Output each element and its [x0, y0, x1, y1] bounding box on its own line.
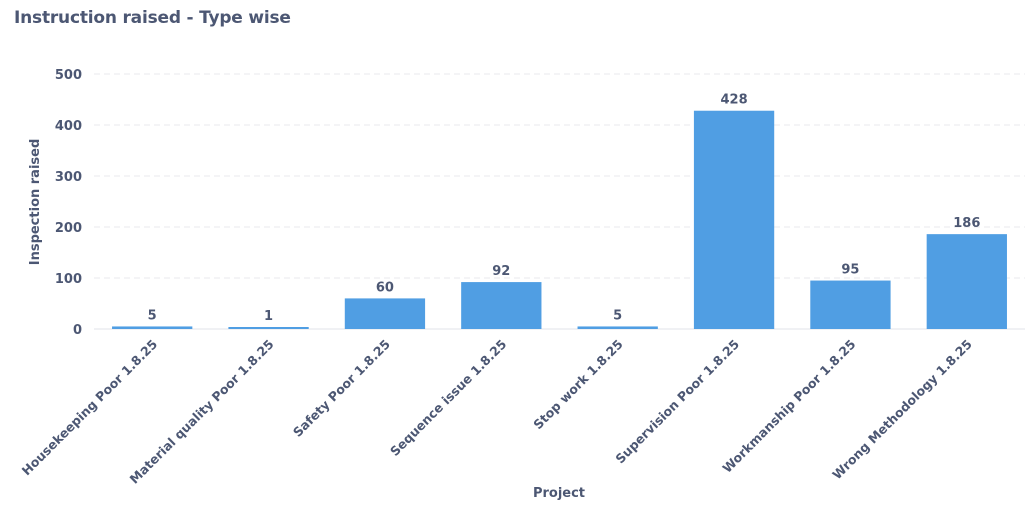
x-tick-label: Material quality Poor 1.8.25 — [127, 337, 277, 487]
x-tick-label: Supervision Poor 1.8.25 — [612, 337, 742, 467]
bar[interactable] — [461, 282, 542, 329]
bar[interactable] — [926, 234, 1007, 329]
data-label: 60 — [376, 280, 394, 295]
x-tick-label: Sequence issue 1.8.25 — [387, 337, 509, 459]
y-axis-title: Inspection raised — [28, 139, 43, 266]
data-label: 186 — [953, 216, 980, 231]
data-label: 428 — [720, 93, 747, 108]
x-tick-label: Workmanship Poor 1.8.25 — [719, 337, 858, 476]
y-tick-label: 200 — [55, 221, 82, 236]
data-label: 92 — [492, 264, 510, 279]
x-tick-label: Wrong Methodology 1.8.25 — [829, 337, 975, 483]
y-axis-ticks: 0 100 200 300 400 500 — [55, 68, 82, 338]
bar[interactable] — [228, 327, 309, 329]
bar[interactable] — [344, 298, 426, 329]
data-label: 95 — [841, 263, 859, 278]
y-tick-label: 0 — [73, 323, 82, 338]
x-tick-label: Safety Poor 1.8.25 — [290, 337, 393, 440]
bars — [112, 110, 1007, 329]
x-tick-label: Housekeeping Poor 1.8.25 — [19, 337, 161, 479]
data-labels: 5 1 60 92 5 428 95 186 — [148, 93, 981, 324]
chart-title: Instruction raised - Type wise — [14, 8, 291, 28]
bar[interactable] — [577, 326, 658, 329]
y-tick-label: 300 — [55, 170, 82, 185]
data-label: 5 — [613, 308, 622, 323]
data-label: 5 — [148, 308, 157, 323]
data-label: 1 — [264, 309, 273, 324]
y-tick-label: 100 — [55, 272, 82, 287]
y-tick-label: 400 — [55, 119, 82, 134]
x-tick-label: Stop work 1.8.25 — [530, 337, 626, 433]
x-axis-title: Project — [533, 486, 585, 501]
bar[interactable] — [693, 110, 775, 329]
bar[interactable] — [112, 326, 193, 329]
y-tick-label: 500 — [55, 68, 82, 83]
bar[interactable] — [810, 280, 891, 329]
